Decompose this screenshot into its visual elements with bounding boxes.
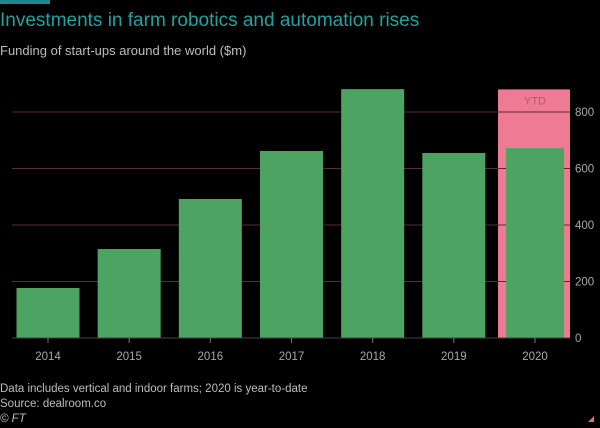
bar-2016 — [178, 199, 242, 338]
y-tick-label: 400 — [575, 220, 594, 232]
credit: © FT — [0, 413, 26, 425]
y-tick-label: 800 — [575, 107, 594, 119]
bar-2018 — [341, 89, 405, 339]
source: Source: dealroom.co — [0, 398, 107, 410]
bar-2014 — [16, 287, 80, 338]
ytd-label: YTD — [524, 95, 546, 107]
chart-subtitle: Funding of start-ups around the world ($… — [0, 43, 247, 58]
footnote: Data includes vertical and indoor farms;… — [0, 383, 308, 395]
x-tick-label: 2018 — [360, 351, 386, 363]
brand-bar — [0, 0, 50, 4]
bar-2019 — [422, 152, 486, 338]
corner-mark — [588, 416, 594, 422]
bar-2017 — [260, 150, 323, 338]
chart-title: Investments in farm robotics and automat… — [0, 10, 420, 31]
x-tick-label: 2015 — [116, 351, 142, 363]
x-tick-label: 2014 — [35, 351, 61, 363]
x-tick-label: 2020 — [522, 351, 548, 363]
x-tick-label: 2017 — [279, 351, 305, 363]
bar-2015 — [97, 249, 161, 338]
bar-2020 — [506, 148, 564, 338]
x-tick-label: 2016 — [198, 351, 224, 363]
y-tick-label: 600 — [575, 164, 594, 176]
bar-chart: YTD 0 200 400 600 800 2014 2015 2016 2017 2018 2019… — [12, 89, 594, 363]
x-tick-label: 2019 — [441, 351, 467, 363]
y-tick-label: 0 — [575, 333, 581, 345]
y-tick-label: 200 — [575, 277, 594, 289]
